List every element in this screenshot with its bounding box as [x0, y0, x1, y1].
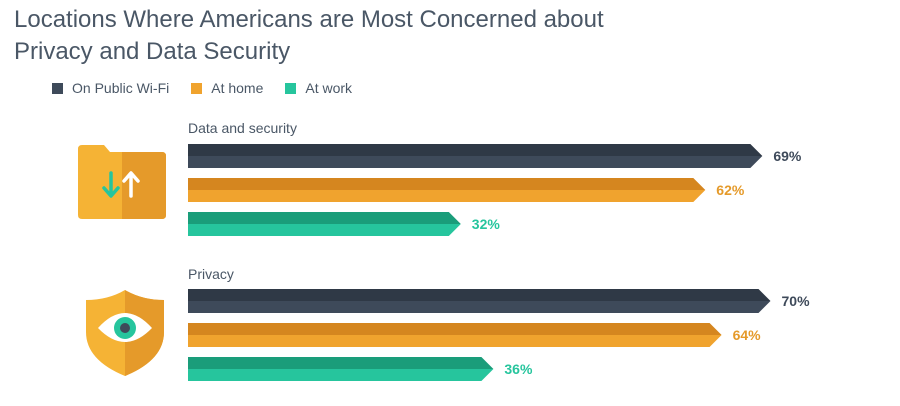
folder-transfer-icon [78, 145, 166, 224]
shield-eye-icon [86, 290, 164, 381]
legend-label-work: At work [305, 80, 353, 96]
legend-swatch-wifi [52, 82, 63, 94]
group-label-data-security: Data and security [188, 120, 297, 136]
bar-home-privacy [188, 323, 722, 347]
group-label-privacy: Privacy [188, 266, 234, 282]
value-label-home-privacy: 64% [733, 327, 762, 343]
legend-item-home: At home [191, 80, 263, 96]
bar-home-data-security [188, 178, 706, 202]
bar-work-data-security [188, 212, 461, 236]
value-label-home-data-security: 62% [716, 182, 745, 198]
value-label-wifi-privacy: 70% [782, 293, 811, 309]
legend-item-work: At work [285, 80, 352, 96]
chart-title: Locations Where Americans are Most Conce… [14, 6, 604, 65]
legend-swatch-work [285, 82, 297, 94]
value-label-work-privacy: 36% [504, 361, 533, 377]
legend: On Public Wi-Fi At home At work [52, 80, 374, 96]
value-label-wifi-data-security: 69% [773, 148, 802, 164]
legend-label-wifi: On Public Wi-Fi [72, 80, 170, 96]
legend-swatch-home [191, 82, 203, 94]
bar-work-privacy [188, 357, 494, 381]
value-label-work-data-security: 32% [472, 216, 501, 232]
legend-item-wifi: On Public Wi-Fi [52, 80, 169, 96]
legend-label-home: At home [211, 80, 264, 96]
bar-wifi-privacy [188, 289, 771, 313]
bar-wifi-data-security [188, 144, 763, 168]
